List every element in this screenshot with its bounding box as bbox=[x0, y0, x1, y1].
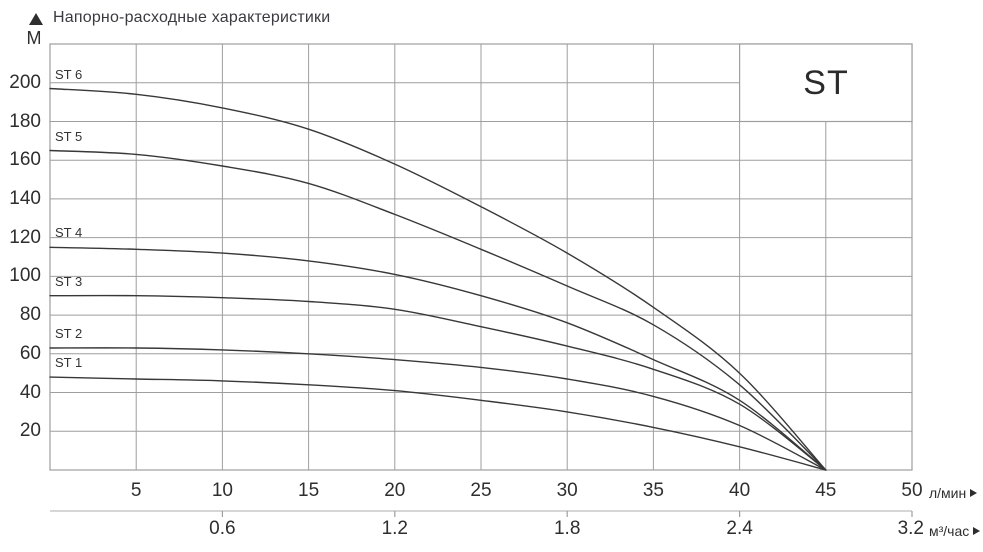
curve-label: ST 2 bbox=[55, 326, 83, 341]
x-tick-label: 50 bbox=[901, 480, 923, 501]
x-axis-unit-lmin: л/мин bbox=[929, 485, 978, 501]
y-tick-label: 200 bbox=[9, 71, 41, 93]
y-tick-label: 60 bbox=[19, 342, 41, 364]
right-arrow-icon bbox=[973, 527, 981, 535]
x2-tick-label: 2.4 bbox=[726, 518, 753, 539]
x-tick-label: 15 bbox=[298, 480, 320, 501]
y-tick-label: 40 bbox=[19, 381, 41, 403]
x-axis-unit-m3h: м³/час bbox=[929, 523, 981, 539]
curve-label: ST 5 bbox=[55, 128, 83, 144]
x2-tick-label: 0.6 bbox=[209, 518, 236, 539]
pump-curve-st-5 bbox=[49, 149, 827, 471]
x-tick-label: 5 bbox=[130, 480, 142, 501]
y-tick-label: 120 bbox=[9, 226, 41, 248]
legend-box bbox=[738, 43, 913, 123]
pump-curve-st-2 bbox=[49, 347, 827, 471]
curve-label: ST 6 bbox=[55, 66, 83, 82]
y-axis-unit-label: М bbox=[26, 28, 42, 48]
y-tick-label: 180 bbox=[9, 110, 41, 132]
right-arrow-icon bbox=[970, 489, 978, 497]
x-tick-label: 35 bbox=[642, 480, 664, 501]
y-axis-up-arrow-icon bbox=[29, 13, 43, 25]
x-tick-label: 20 bbox=[384, 480, 406, 501]
curve-label: ST 4 bbox=[55, 225, 83, 241]
x2-tick-label: 3.2 bbox=[897, 518, 924, 539]
x2-tick-label: 1.8 bbox=[553, 518, 581, 539]
pump-curve-st-1 bbox=[49, 376, 827, 471]
x-tick-label: 30 bbox=[556, 480, 578, 501]
x-tick-label: 25 bbox=[470, 480, 492, 501]
x-tick-label: 10 bbox=[211, 480, 233, 501]
chart-title: Напорно-расходные характеристики bbox=[53, 9, 331, 26]
x2-tick-label: 1.2 bbox=[381, 518, 408, 539]
x-axis-unit-m3h-text: м³/час bbox=[929, 523, 970, 539]
pump-curve-st-4 bbox=[49, 246, 827, 471]
pump-curve-st-3 bbox=[49, 294, 827, 471]
curve-label: ST 1 bbox=[55, 355, 83, 371]
y-tick-label: 100 bbox=[9, 265, 41, 287]
x-axis-unit-lmin-text: л/мин bbox=[929, 485, 967, 501]
y-tick-label: 80 bbox=[19, 304, 41, 326]
y-tick-label: 160 bbox=[9, 149, 41, 171]
y-tick-label: 140 bbox=[9, 187, 41, 209]
x-tick-label: 40 bbox=[729, 480, 751, 501]
plot-frame bbox=[49, 43, 913, 471]
y-tick-label: 20 bbox=[19, 420, 41, 442]
curve-label: ST 3 bbox=[55, 273, 83, 289]
pump-curve-st-6 bbox=[49, 87, 827, 471]
x-tick-label: 45 bbox=[815, 480, 837, 501]
series-family-label: ST bbox=[803, 64, 849, 102]
